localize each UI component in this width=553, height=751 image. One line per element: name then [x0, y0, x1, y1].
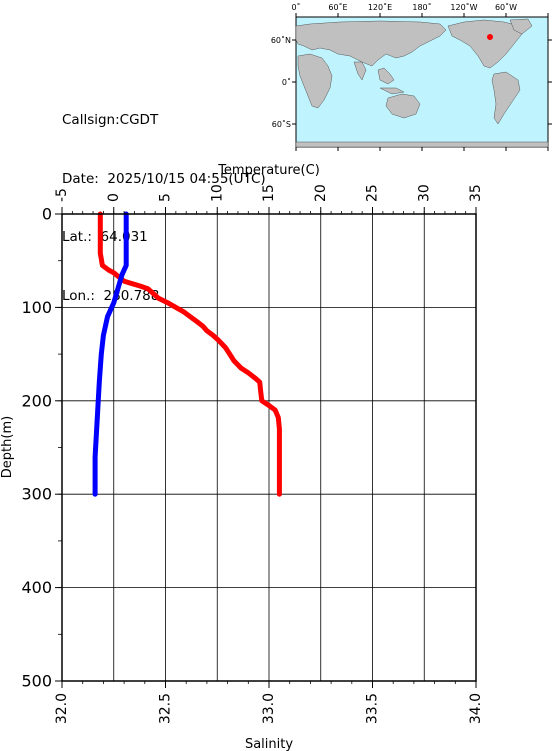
chart-series — [92, 211, 282, 497]
map-land — [295, 18, 549, 148]
salinity-series-line — [92, 211, 129, 497]
left-tick-label: 0 — [42, 205, 52, 224]
y-axis-title: Depth(m) — [0, 416, 15, 478]
map-label-eq: 0˚ — [282, 77, 291, 87]
bottom-tick-label: 34.0 — [468, 693, 484, 724]
top-tick-label: 30 — [416, 184, 432, 202]
chart-ticks — [55, 207, 477, 688]
map-label-120w: 120˚W — [450, 2, 477, 12]
map-label-180: 180˚ — [412, 2, 431, 12]
top-tick-label: -5 — [54, 188, 70, 202]
top-axis-title: Temperature(C) — [217, 163, 320, 178]
left-tick-label: 100 — [21, 298, 52, 317]
bottom-tick-label: 32.5 — [158, 693, 174, 724]
top-tick-label: 35 — [468, 184, 484, 202]
callsign-line: Callsign:CGDT — [62, 112, 159, 128]
map-label-120e: 120˚E — [368, 2, 392, 12]
bottom-tick-label: 33.5 — [365, 693, 381, 724]
top-tick-label: 0 — [106, 193, 122, 202]
map-label-60s: 60˚S — [272, 119, 291, 129]
temperature-series-line — [97, 211, 282, 497]
top-tick-label: 15 — [261, 184, 277, 202]
bottom-tick-label: 33.0 — [261, 693, 277, 724]
top-tick-label: 10 — [209, 184, 225, 202]
bottom-tick-label: 32.0 — [54, 693, 70, 724]
map-left-labels: 60˚N 0˚ 60˚S — [271, 35, 291, 129]
left-tick-label: 400 — [21, 578, 52, 597]
bottom-axis-title: Salinity — [245, 737, 293, 751]
left-tick-label: 200 — [21, 391, 52, 410]
station-info: Callsign:CGDT Date: 2025/10/15 04:55(UTC… — [62, 72, 266, 326]
top-tick-label: 25 — [365, 184, 381, 202]
left-tick-label: 500 — [21, 672, 52, 691]
map-label-60e: 60˚E — [328, 2, 347, 12]
map-top-labels: 0˚ 60˚E 120˚E 180˚ 120˚W 60˚W — [291, 2, 517, 12]
top-tick-label: 20 — [313, 184, 329, 202]
top-tick-label: 5 — [158, 193, 174, 202]
map-label-60w: 60˚W — [495, 2, 517, 12]
station-marker — [487, 34, 493, 40]
map-label-0: 0˚ — [291, 2, 300, 12]
date-line: Date: 2025/10/15 04:55(UTC) — [62, 170, 266, 187]
left-tick-label: 300 — [21, 485, 52, 504]
chart-grid — [61, 213, 477, 682]
location-map: 0˚ 60˚E 120˚E 180˚ 120˚W 60˚W 60˚N 0˚ 60… — [271, 2, 552, 151]
map-label-60n: 60˚N — [271, 35, 291, 45]
map-ticks — [292, 13, 552, 151]
